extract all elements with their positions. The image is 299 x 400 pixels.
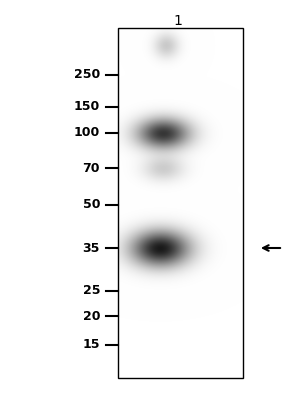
Text: 250: 250 [74, 68, 100, 82]
Text: 25: 25 [83, 284, 100, 298]
Text: 100: 100 [74, 126, 100, 140]
Text: 1: 1 [173, 14, 182, 28]
Text: 35: 35 [83, 242, 100, 254]
Text: 15: 15 [83, 338, 100, 352]
Text: 150: 150 [74, 100, 100, 114]
Text: 70: 70 [83, 162, 100, 174]
Text: 20: 20 [83, 310, 100, 322]
Text: 50: 50 [83, 198, 100, 212]
Bar [118, 28, 243, 378]
